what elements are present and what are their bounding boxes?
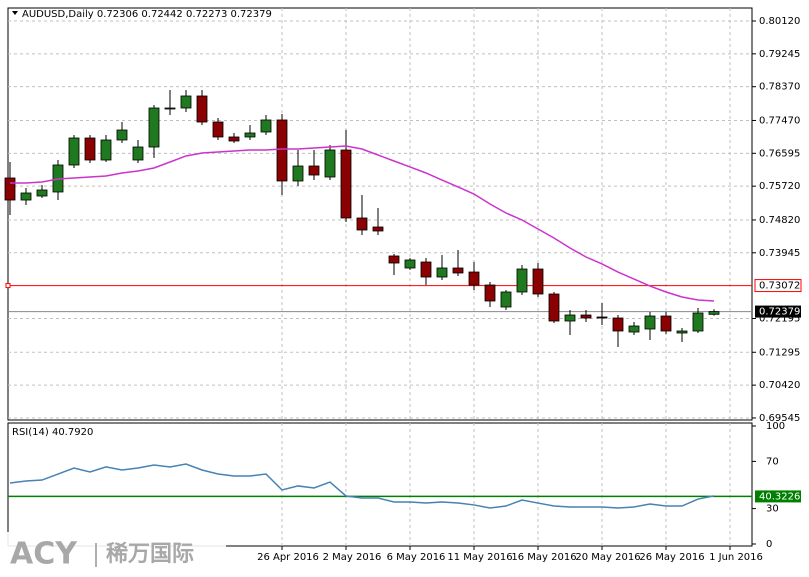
candle-body — [212, 121, 224, 138]
level-label: 0.73072 — [759, 281, 800, 292]
title-arrow — [12, 11, 18, 15]
candle-body — [676, 330, 688, 334]
x-tick-label: 20 May 2016 — [575, 552, 640, 563]
candle-body — [452, 267, 464, 274]
chart-title: AUDUSD,Daily 0.72306 0.72442 0.72273 0.7… — [22, 9, 272, 20]
candle-body — [148, 107, 160, 148]
rsi-title: RSI(14) 40.7920 — [12, 427, 93, 438]
y-tick-label: 0.80120 — [759, 16, 800, 27]
candle-body — [340, 149, 352, 219]
rsi-tick-label: 30 — [766, 504, 779, 515]
y-tick-label: 0.79245 — [759, 49, 800, 60]
candle-body — [276, 119, 288, 182]
candle-body — [100, 139, 112, 161]
candle-body — [36, 189, 48, 197]
candle-body — [644, 315, 656, 330]
x-tick-label: 2 May 2016 — [323, 552, 382, 563]
level-box — [754, 279, 802, 293]
candle-body — [436, 267, 448, 278]
y-tick-label: 0.77470 — [759, 115, 800, 126]
rsi-level-box — [755, 490, 801, 503]
level-marker — [5, 283, 11, 289]
x-tick-label: 26 Apr 2016 — [257, 552, 319, 563]
candle-body — [324, 149, 336, 178]
candle-body — [132, 146, 144, 161]
y-tick-label: 0.72195 — [759, 313, 800, 324]
moving-average — [10, 145, 715, 302]
y-tick-label: 0.74820 — [759, 215, 800, 226]
watermark-bg — [0, 532, 226, 577]
y-tick-label: 0.71295 — [759, 347, 800, 358]
candle-body — [404, 259, 416, 269]
candle-body — [548, 293, 560, 322]
candle-body — [692, 312, 704, 332]
price-panel — [7, 7, 753, 421]
y-tick-label: 0.73945 — [759, 248, 800, 259]
watermark-brand: ACY — [10, 537, 78, 572]
candle-body — [500, 291, 512, 308]
y-tick-label: 0.75720 — [759, 181, 800, 192]
x-tick-label: 1 Jun 2016 — [709, 552, 763, 563]
y-tick-label: 0.70420 — [759, 380, 800, 391]
candle-body — [708, 311, 720, 315]
candle-body — [228, 136, 240, 142]
x-tick-label: 16 May 2016 — [511, 552, 576, 563]
y-tick-label: 0.78370 — [759, 82, 800, 93]
last-price-box — [755, 305, 801, 318]
candle-body — [68, 137, 80, 166]
watermark-name: 稀万国际 — [106, 541, 194, 567]
candle-body — [260, 119, 272, 133]
candle-body — [612, 317, 624, 332]
candle-body — [356, 217, 368, 231]
rsi-tick-label: 100 — [766, 421, 785, 432]
candle-body — [196, 95, 208, 123]
candle-body — [116, 129, 128, 141]
rsi-tick-label: 70 — [766, 456, 779, 467]
candle-body — [308, 165, 320, 176]
candle-body — [372, 226, 384, 232]
last-price-label: 0.72379 — [759, 307, 800, 318]
candle-body — [516, 268, 528, 293]
candle-body — [484, 284, 496, 302]
candle-body — [628, 325, 640, 333]
candle-body — [244, 132, 256, 138]
candle-body — [4, 177, 16, 201]
x-tick-label: 26 May 2016 — [639, 552, 704, 563]
rsi-tick-label: 0 — [766, 539, 772, 550]
rsi-level-label: 40.3226 — [759, 491, 800, 502]
x-tick-label: 6 May 2016 — [387, 552, 446, 563]
candle-body — [580, 314, 592, 319]
candle-body — [180, 95, 192, 109]
rsi-panel — [7, 422, 753, 547]
candle-body — [564, 314, 576, 322]
candle-body — [468, 271, 480, 286]
candle-body — [596, 316, 608, 319]
candle-body — [84, 137, 96, 161]
candle-body — [420, 261, 432, 278]
x-tick-label: 11 May 2016 — [447, 552, 512, 563]
rsi-line — [9, 463, 715, 509]
candle-body — [292, 165, 304, 182]
candle-body — [388, 255, 400, 264]
candle-body — [660, 315, 672, 332]
candle-body — [20, 192, 32, 201]
candle-body — [164, 107, 176, 110]
candle-body — [532, 268, 544, 295]
y-tick-label: 0.69545 — [759, 413, 800, 424]
y-tick-label: 0.76595 — [759, 148, 800, 159]
